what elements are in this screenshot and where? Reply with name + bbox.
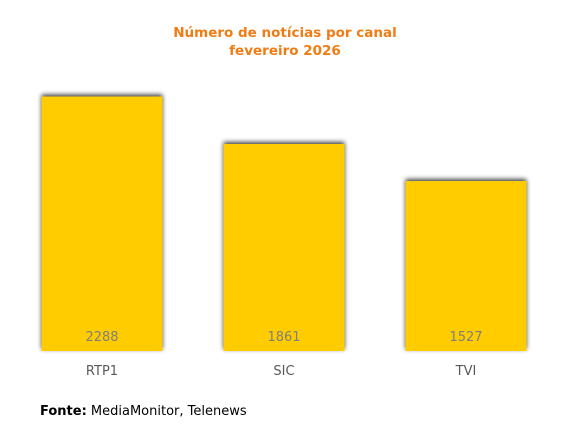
source-text: MediaMonitor, Telenews bbox=[90, 404, 247, 419]
x-tick-label-rtp1: RTP1 bbox=[86, 364, 118, 379]
chart-title: Número de notícias por canal fevereiro 2… bbox=[0, 24, 570, 60]
chart-subtitle-line: fevereiro 2026 bbox=[229, 43, 341, 59]
source-note: Fonte: MediaMonitor, Telenews bbox=[40, 404, 247, 419]
labels-layer: 2288 1861 1527 bbox=[85, 330, 482, 345]
data-label-sic: 1861 bbox=[267, 330, 300, 345]
bar-sic bbox=[223, 144, 345, 351]
bar-tvi bbox=[405, 181, 527, 351]
bars-layer bbox=[41, 96, 527, 351]
data-label-rtp1: 2288 bbox=[85, 330, 118, 345]
x-tick-label-sic: SIC bbox=[273, 364, 294, 379]
chart-title-line: Número de notícias por canal bbox=[173, 25, 397, 41]
x-axis-tick-labels: RTP1 SIC TVI bbox=[86, 364, 476, 379]
data-label-tvi: 1527 bbox=[449, 330, 482, 345]
source-label: Fonte: bbox=[40, 404, 87, 419]
bar-rtp1 bbox=[41, 96, 163, 351]
x-tick-label-tvi: TVI bbox=[455, 364, 477, 379]
